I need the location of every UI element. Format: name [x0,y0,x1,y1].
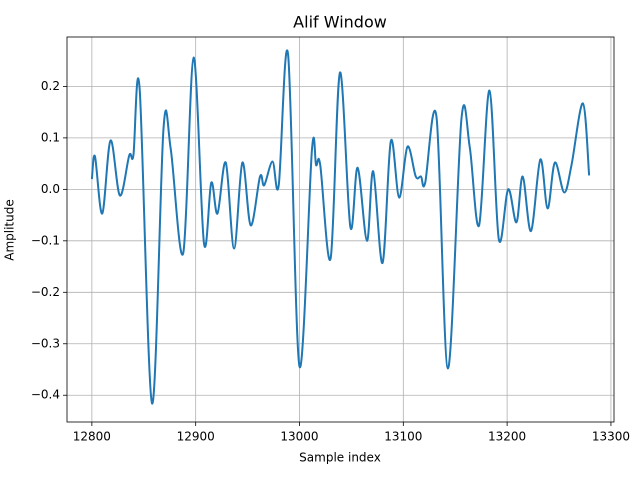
plot-frame [66,36,615,423]
chart-title: Alif Window [293,13,387,32]
y-tick-label: −0.3 [31,336,60,350]
y-tick-label: 0.0 [41,182,60,196]
y-axis-label: Amplitude [3,199,17,261]
x-tick-label: 12800 [73,430,111,444]
x-axis-label: Sample index [299,451,381,465]
y-tick-label: 0.1 [41,130,60,144]
x-tick-label: 13200 [488,430,526,444]
x-tick-label: 13000 [280,430,318,444]
y-tick-label: −0.1 [31,233,60,247]
x-tick-label: 13100 [384,430,422,444]
y-tick-label: 0.2 [41,79,60,93]
x-tick-label: 12900 [177,430,215,444]
data-line [90,49,591,405]
y-tick-label: −0.4 [31,388,60,402]
y-tick-label: −0.2 [31,285,60,299]
x-tick-label: 13300 [592,430,630,444]
